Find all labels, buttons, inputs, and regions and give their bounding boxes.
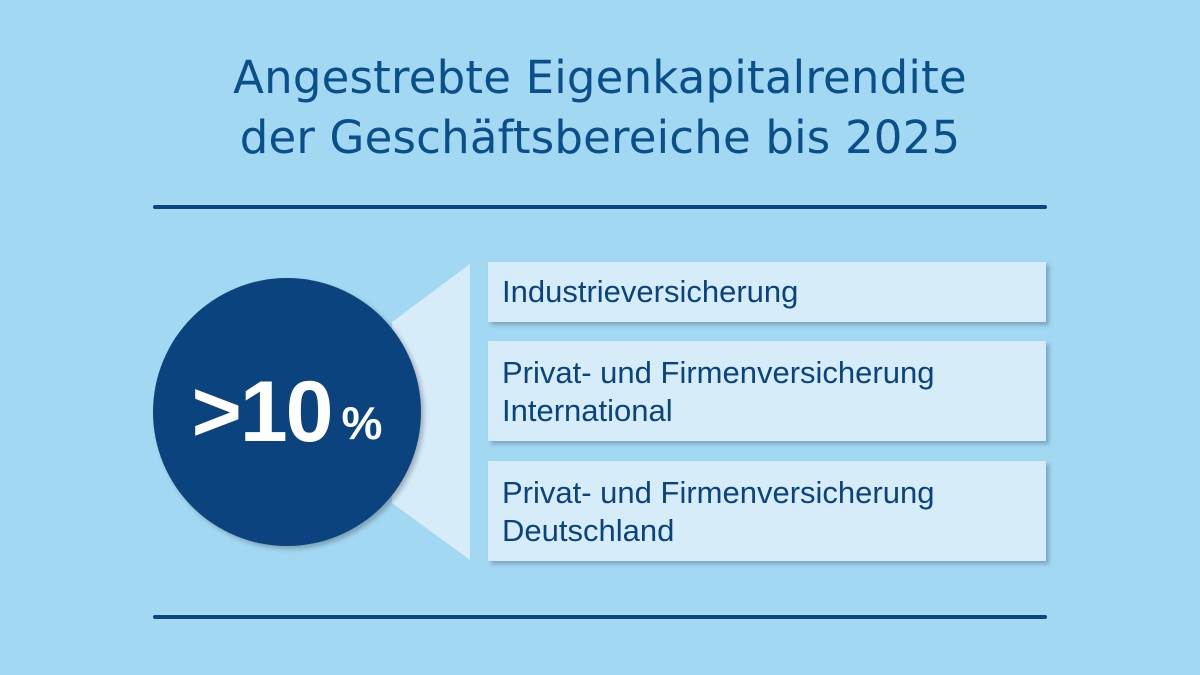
segment-privat-firmen-deutschland: Privat- und Firmenversicherung Deutschla… bbox=[488, 461, 1046, 561]
title-line-1: Angestrebte Eigenkapitalrendite bbox=[233, 51, 967, 104]
target-number: >10 bbox=[191, 363, 334, 460]
segment-sublabel: International bbox=[502, 393, 673, 428]
segment-label: Privat- und Firmenversicherung bbox=[502, 475, 935, 510]
segment-privat-firmen-international: Privat- und Firmenversicherung Internati… bbox=[488, 341, 1046, 441]
target-value: >10 % bbox=[153, 278, 421, 546]
target-circle: >10 % bbox=[153, 278, 421, 546]
title-line-2: der Geschäftsbereiche bis 2025 bbox=[239, 111, 961, 164]
segment-label: Privat- und Firmenversicherung bbox=[502, 355, 935, 390]
top-divider bbox=[153, 205, 1047, 209]
bottom-divider bbox=[153, 615, 1047, 619]
segment-industrieversicherung: Industrieversicherung bbox=[488, 262, 1046, 322]
page-title: Angestrebte Eigenkapitalrendite der Gesc… bbox=[0, 48, 1200, 168]
segment-sublabel: Deutschland bbox=[502, 513, 675, 548]
segment-label: Industrieversicherung bbox=[502, 274, 799, 309]
target-unit: % bbox=[341, 397, 383, 449]
